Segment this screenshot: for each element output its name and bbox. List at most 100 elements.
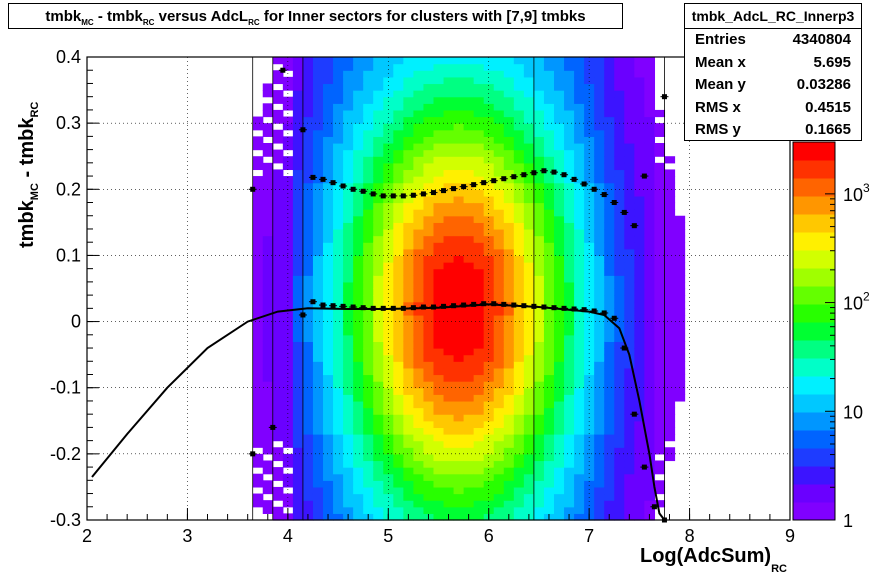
- heatmap-cell: [353, 407, 364, 415]
- heatmap-cell: [584, 500, 595, 508]
- heatmap-cell: [252, 407, 264, 415]
- heatmap-cell: [664, 235, 676, 243]
- heatmap-cell: [664, 288, 676, 296]
- heatmap-cell: [302, 394, 314, 402]
- heatmap-cell: [483, 500, 495, 508]
- heatmap-cell: [634, 434, 645, 442]
- heatmap-cell: [333, 361, 344, 369]
- heatmap-cell: [503, 486, 515, 495]
- heatmap-cell: [543, 394, 555, 402]
- heatmap-cell: [533, 209, 545, 217]
- heatmap-cell: [634, 156, 645, 164]
- heatmap-cell: [393, 182, 404, 190]
- heatmap-cell: [604, 334, 615, 343]
- heatmap-cell: [282, 116, 294, 124]
- heatmap-cell: [513, 387, 525, 395]
- heatmap-cell: [634, 169, 645, 177]
- heatmap-cell: [353, 57, 364, 65]
- heatmap-cell: [614, 374, 625, 382]
- heatmap-cell: [553, 176, 565, 184]
- heatmap-cell: [584, 63, 595, 71]
- heatmap-cell: [363, 235, 374, 243]
- heatmap-cell: [664, 381, 676, 389]
- heatmap-cell: [564, 334, 575, 343]
- heatmap-cell: [533, 136, 545, 144]
- heatmap-cell: [453, 189, 465, 197]
- heatmap-cell: [533, 235, 545, 243]
- heatmap-cell: [333, 222, 344, 230]
- heatmap-cell: [594, 400, 605, 409]
- heatmap-cell: [543, 407, 555, 415]
- heatmap-cell: [252, 434, 264, 442]
- heatmap-cell: [674, 341, 686, 349]
- heatmap-cell: [624, 275, 635, 283]
- heatmap-cell: [634, 195, 645, 204]
- heatmap-cell: [644, 57, 656, 65]
- heatmap-cell: [312, 453, 324, 462]
- z-tick-label: 103: [843, 181, 870, 205]
- heatmap-cell: [574, 493, 585, 501]
- palette-cell: [793, 502, 835, 521]
- heatmap-cell: [513, 341, 525, 349]
- heatmap-cell: [604, 301, 615, 309]
- heatmap-cell: [594, 189, 605, 197]
- heatmap-cell: [523, 367, 535, 376]
- heatmap-cell: [262, 480, 274, 488]
- heatmap-cell: [493, 116, 505, 124]
- heatmap-cell: [262, 348, 274, 356]
- heatmap-cell: [343, 288, 354, 296]
- heatmap-cell: [302, 400, 314, 409]
- heatmap-cell: [413, 367, 425, 376]
- heatmap-cell: [553, 341, 565, 349]
- heatmap-cell: [312, 202, 324, 210]
- heatmap-cell: [463, 361, 475, 369]
- heatmap-cell: [523, 90, 535, 98]
- heatmap-cell: [473, 467, 485, 475]
- heatmap-cell: [503, 228, 515, 237]
- heatmap-cell: [634, 189, 645, 197]
- heatmap-cell: [433, 215, 445, 223]
- heatmap-cell: [312, 142, 324, 151]
- profile-point: [481, 301, 487, 307]
- heatmap-cell: [483, 116, 495, 124]
- heatmap-cell: [543, 195, 555, 204]
- heatmap-cell: [312, 361, 324, 369]
- heatmap-cell: [533, 195, 545, 204]
- heatmap-cell: [513, 162, 525, 171]
- heatmap-cell: [453, 96, 465, 104]
- heatmap-cell: [624, 427, 635, 435]
- heatmap-cell: [272, 486, 284, 495]
- heatmap-cell: [353, 321, 364, 329]
- heatmap-cell: [423, 215, 435, 223]
- heatmap-cell: [564, 434, 575, 442]
- heatmap-cell: [644, 301, 656, 309]
- heatmap-cell: [654, 486, 666, 495]
- heatmap-cell: [443, 440, 455, 448]
- heatmap-cell: [543, 354, 555, 362]
- heatmap-cell: [323, 70, 334, 78]
- heatmap-cell: [453, 453, 465, 462]
- heatmap-cell: [463, 367, 475, 376]
- heatmap-cell: [393, 142, 404, 151]
- heatmap-cell: [664, 374, 676, 382]
- heatmap-cell: [353, 427, 364, 435]
- heatmap-cell: [292, 103, 304, 111]
- heatmap-cell: [393, 209, 404, 217]
- heatmap-cell: [483, 136, 495, 144]
- heatmap-cell: [493, 321, 505, 329]
- heatmap-cell: [423, 195, 435, 204]
- heatmap-cell: [513, 361, 525, 369]
- heatmap-cell: [654, 434, 666, 442]
- heatmap-cell: [543, 202, 555, 210]
- heatmap-cell: [413, 255, 425, 263]
- heatmap-cell: [523, 209, 535, 217]
- heatmap-cell: [413, 381, 425, 389]
- heatmap-cell: [252, 400, 264, 409]
- heatmap-cell: [353, 109, 364, 118]
- heatmap-cell: [473, 281, 485, 290]
- heatmap-cell: [614, 215, 625, 223]
- heatmap-cell: [533, 427, 545, 435]
- heatmap-cell: [282, 440, 294, 448]
- heatmap-cell: [323, 493, 334, 501]
- heatmap-cell: [403, 473, 414, 481]
